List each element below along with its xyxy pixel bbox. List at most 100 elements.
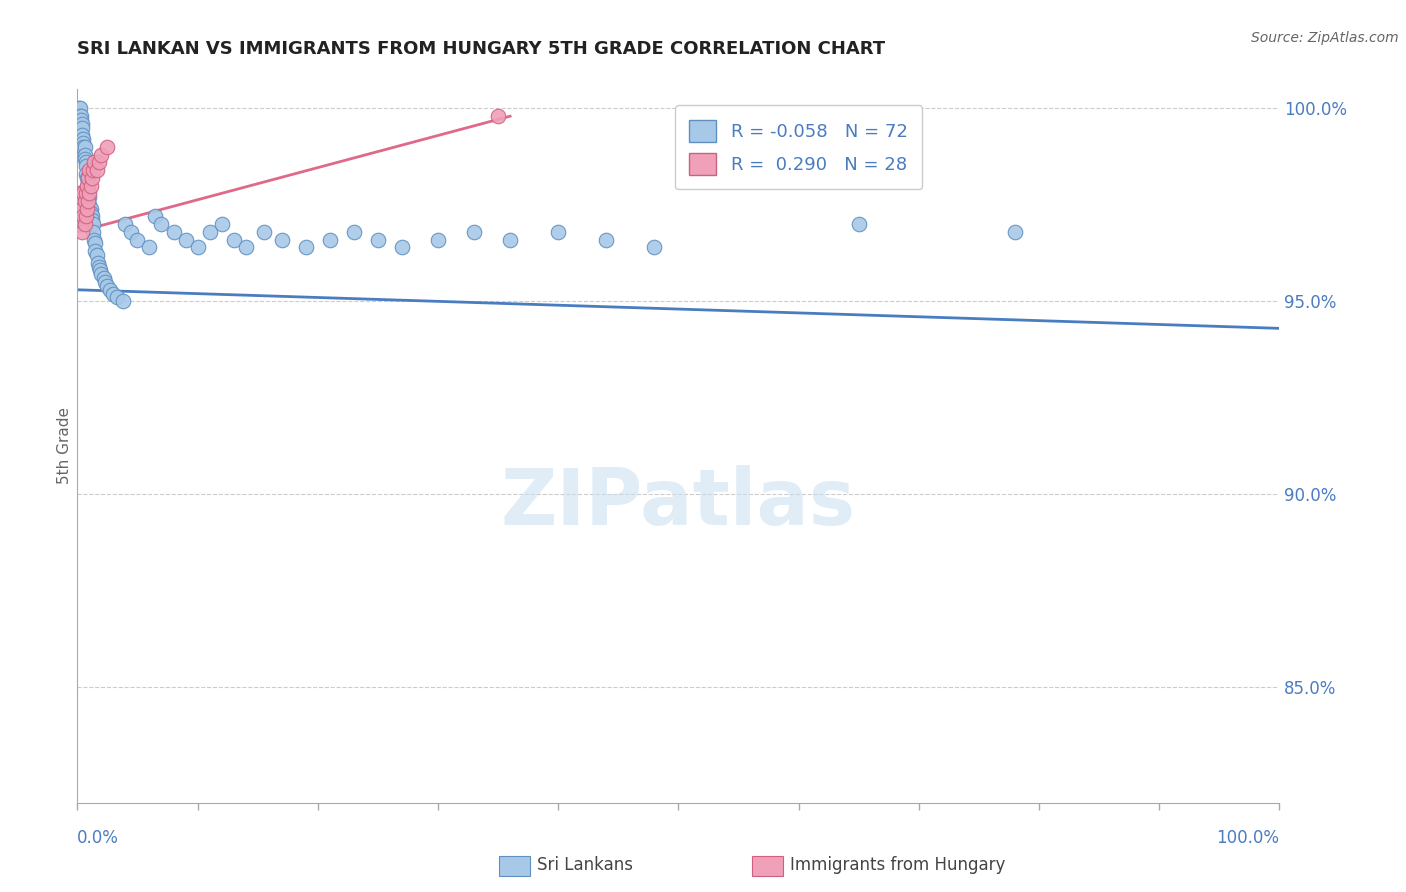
Point	[79, 178, 101, 193]
Point	[77, 194, 100, 208]
Point	[77, 170, 100, 185]
Text: 0.0%: 0.0%	[77, 829, 120, 847]
Point	[70, 113, 93, 128]
Point	[120, 225, 142, 239]
Point	[72, 136, 94, 151]
Point	[162, 225, 184, 239]
Point	[77, 182, 100, 196]
Text: Sri Lankans: Sri Lankans	[537, 856, 633, 874]
Point	[79, 190, 101, 204]
Point	[75, 155, 97, 169]
Point	[73, 194, 96, 208]
Point	[69, 102, 91, 116]
Point	[103, 286, 125, 301]
Point	[75, 159, 97, 173]
Point	[76, 170, 98, 185]
Y-axis label: 5th Grade: 5th Grade	[56, 408, 72, 484]
Point	[72, 186, 94, 201]
Point	[70, 225, 93, 239]
Point	[80, 213, 103, 227]
Point	[1004, 225, 1026, 239]
Point	[69, 186, 91, 201]
Point	[222, 233, 245, 247]
Point	[96, 140, 118, 154]
Point	[94, 275, 117, 289]
Point	[90, 148, 112, 162]
Point	[150, 217, 173, 231]
Point	[111, 294, 134, 309]
Point	[67, 198, 90, 212]
Point	[80, 170, 103, 185]
Point	[75, 210, 97, 224]
Point	[87, 155, 110, 169]
Point	[486, 109, 509, 123]
Point	[84, 236, 107, 251]
Text: Immigrants from Hungary: Immigrants from Hungary	[790, 856, 1005, 874]
Point	[643, 240, 665, 254]
Point	[93, 271, 115, 285]
Point	[87, 256, 110, 270]
Point	[69, 109, 91, 123]
Text: 100.0%: 100.0%	[1216, 829, 1279, 847]
Point	[87, 260, 110, 274]
Point	[70, 117, 93, 131]
Point	[595, 233, 617, 247]
Point	[391, 240, 413, 254]
Point	[211, 217, 233, 231]
Point	[343, 225, 366, 239]
Point	[547, 225, 569, 239]
Point	[70, 194, 93, 208]
Point	[75, 186, 97, 201]
Point	[80, 210, 103, 224]
Text: ZIPatlas: ZIPatlas	[501, 465, 856, 541]
Point	[79, 202, 101, 216]
Text: Source: ZipAtlas.com: Source: ZipAtlas.com	[1251, 31, 1399, 45]
Point	[70, 202, 93, 216]
Point	[235, 240, 257, 254]
Point	[463, 225, 485, 239]
Point	[367, 233, 389, 247]
Point	[848, 217, 870, 231]
Point	[70, 217, 93, 231]
Point	[499, 233, 522, 247]
Point	[89, 263, 111, 277]
Point	[105, 291, 128, 305]
Text: SRI LANKAN VS IMMIGRANTS FROM HUNGARY 5TH GRADE CORRELATION CHART: SRI LANKAN VS IMMIGRANTS FROM HUNGARY 5T…	[77, 40, 886, 58]
Point	[86, 248, 108, 262]
Point	[198, 225, 221, 239]
Point	[253, 225, 276, 239]
Point	[73, 217, 96, 231]
Point	[70, 109, 93, 123]
Point	[145, 210, 167, 224]
Point	[82, 163, 104, 178]
Point	[83, 155, 105, 169]
Point	[77, 186, 100, 201]
Point	[75, 167, 97, 181]
Point	[90, 268, 112, 282]
Point	[96, 279, 118, 293]
Point	[98, 283, 121, 297]
Point	[76, 202, 98, 216]
Point	[84, 244, 107, 259]
Point	[73, 140, 96, 154]
Point	[76, 178, 98, 193]
Point	[270, 233, 292, 247]
Point	[69, 210, 91, 224]
Point	[72, 210, 94, 224]
Point	[427, 233, 450, 247]
Point	[138, 240, 160, 254]
Point	[127, 233, 149, 247]
Point	[319, 233, 342, 247]
Legend: R = -0.058   N = 72, R =  0.290   N = 28: R = -0.058 N = 72, R = 0.290 N = 28	[675, 105, 922, 189]
Point	[72, 132, 94, 146]
Point	[76, 178, 98, 193]
Point	[82, 217, 104, 231]
Point	[187, 240, 209, 254]
Point	[72, 140, 94, 154]
Point	[70, 128, 93, 143]
Point	[82, 225, 104, 239]
Point	[294, 240, 316, 254]
Point	[79, 163, 101, 178]
Point	[114, 217, 136, 231]
Point	[79, 198, 101, 212]
